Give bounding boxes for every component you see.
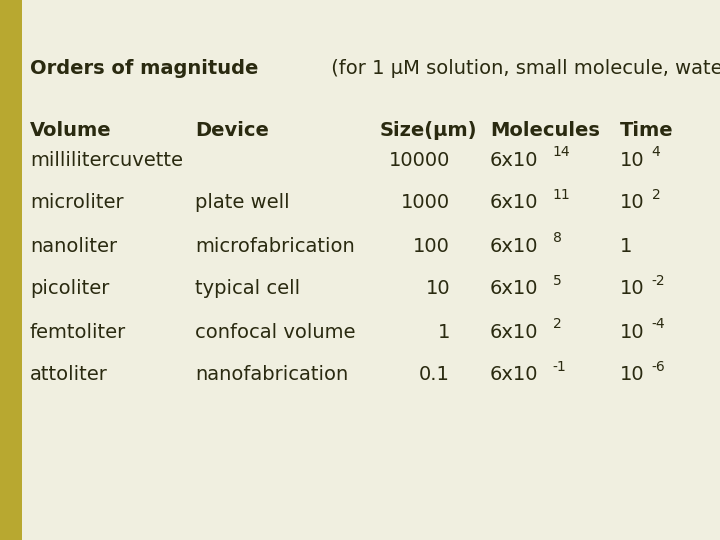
Text: (for 1 μM solution, small molecule, water): (for 1 μM solution, small molecule, wate… bbox=[325, 58, 720, 78]
Text: -6: -6 bbox=[652, 360, 665, 374]
Text: 2: 2 bbox=[552, 317, 562, 331]
Text: nanofabrication: nanofabrication bbox=[195, 366, 348, 384]
Text: 5: 5 bbox=[552, 274, 562, 288]
Text: attoliter: attoliter bbox=[30, 366, 108, 384]
Text: 10: 10 bbox=[620, 151, 644, 170]
Text: 6x10: 6x10 bbox=[490, 151, 539, 170]
Text: 8: 8 bbox=[552, 231, 562, 245]
Text: picoliter: picoliter bbox=[30, 280, 109, 299]
Text: 14: 14 bbox=[552, 145, 570, 159]
Text: millilitercuvette: millilitercuvette bbox=[30, 151, 183, 170]
Text: microliter: microliter bbox=[30, 193, 124, 213]
Text: 10: 10 bbox=[620, 366, 644, 384]
Text: 10: 10 bbox=[620, 193, 644, 213]
Text: femtoliter: femtoliter bbox=[30, 322, 126, 341]
Text: Device: Device bbox=[195, 120, 269, 139]
Text: Volume: Volume bbox=[30, 120, 112, 139]
Text: 1: 1 bbox=[438, 322, 450, 341]
Text: 100: 100 bbox=[413, 237, 450, 255]
Text: 6x10: 6x10 bbox=[490, 366, 539, 384]
Text: nanoliter: nanoliter bbox=[30, 237, 117, 255]
Text: 4: 4 bbox=[652, 145, 660, 159]
Text: 1: 1 bbox=[620, 237, 632, 255]
Text: 2: 2 bbox=[652, 188, 660, 202]
Text: plate well: plate well bbox=[195, 193, 289, 213]
Text: 10: 10 bbox=[620, 322, 644, 341]
Text: 1000: 1000 bbox=[401, 193, 450, 213]
Text: microfabrication: microfabrication bbox=[195, 237, 355, 255]
Text: Molecules: Molecules bbox=[490, 120, 600, 139]
Text: 10: 10 bbox=[426, 280, 450, 299]
Text: 10: 10 bbox=[620, 280, 644, 299]
Text: confocal volume: confocal volume bbox=[195, 322, 356, 341]
Text: -2: -2 bbox=[652, 274, 665, 288]
Text: typical cell: typical cell bbox=[195, 280, 300, 299]
Text: 6x10: 6x10 bbox=[490, 322, 539, 341]
Text: -4: -4 bbox=[652, 317, 665, 331]
Text: 11: 11 bbox=[552, 188, 570, 202]
Text: Orders of magnitude: Orders of magnitude bbox=[30, 58, 258, 78]
Text: 0.1: 0.1 bbox=[419, 366, 450, 384]
Text: Time: Time bbox=[620, 120, 674, 139]
Text: 6x10: 6x10 bbox=[490, 193, 539, 213]
Bar bbox=[0, 0, 22, 540]
Text: Size(μm): Size(μm) bbox=[380, 120, 477, 139]
Text: 10000: 10000 bbox=[389, 151, 450, 170]
Text: 6x10: 6x10 bbox=[490, 280, 539, 299]
Text: 6x10: 6x10 bbox=[490, 237, 539, 255]
Text: -1: -1 bbox=[552, 360, 567, 374]
